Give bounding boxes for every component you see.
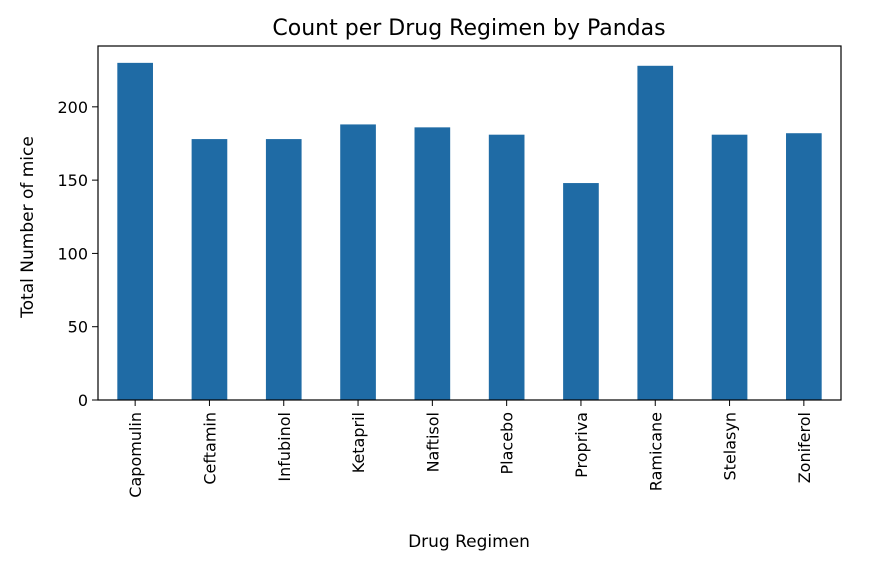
y-axis-label: Total Number of mice [18, 136, 38, 319]
bar-infubinol [265, 139, 302, 400]
y-tick-label: 100 [57, 244, 88, 263]
bar-propriva [563, 183, 599, 400]
plot-frame [97, 45, 842, 401]
y-tick-label: 50 [68, 318, 88, 337]
bar-ketapril [340, 124, 376, 400]
x-tick-label: Stelasyn [721, 412, 740, 480]
y-tick-label: 200 [57, 98, 88, 117]
x-tick-label: Capomulin [126, 412, 145, 498]
x-tick-label: Ketapril [349, 412, 368, 473]
x-tick-label: Ceftamin [200, 412, 219, 485]
bars-group [117, 62, 822, 400]
x-tick-label: Ramicane [646, 412, 665, 491]
y-tick-label: 0 [78, 391, 88, 410]
x-tick-label: Placebo [498, 412, 517, 474]
bar-placebo [488, 134, 525, 400]
x-axis: Capomulin Ceftamin Infubinol Ketapril Naftis… [126, 400, 814, 498]
y-tick-label: 150 [57, 171, 88, 190]
x-tick-label: Zoniferol [795, 412, 814, 483]
bar-stelasyn [711, 134, 748, 400]
bar-ceftamin [191, 139, 228, 400]
x-tick-label: Propriva [572, 412, 591, 478]
x-tick-label: Infubinol [275, 412, 294, 482]
y-axis: 0 50 100 150 200 [57, 98, 98, 410]
bar-capomulin [117, 62, 153, 400]
bar-ramicane [637, 65, 674, 400]
x-tick-label: Naftisol [423, 412, 442, 472]
bar-naftisol [414, 127, 451, 400]
x-axis-label: Drug Regimen [408, 532, 530, 552]
chart-title: Count per Drug Regimen by Pandas [272, 16, 665, 41]
bar-zoniferol [786, 133, 822, 400]
